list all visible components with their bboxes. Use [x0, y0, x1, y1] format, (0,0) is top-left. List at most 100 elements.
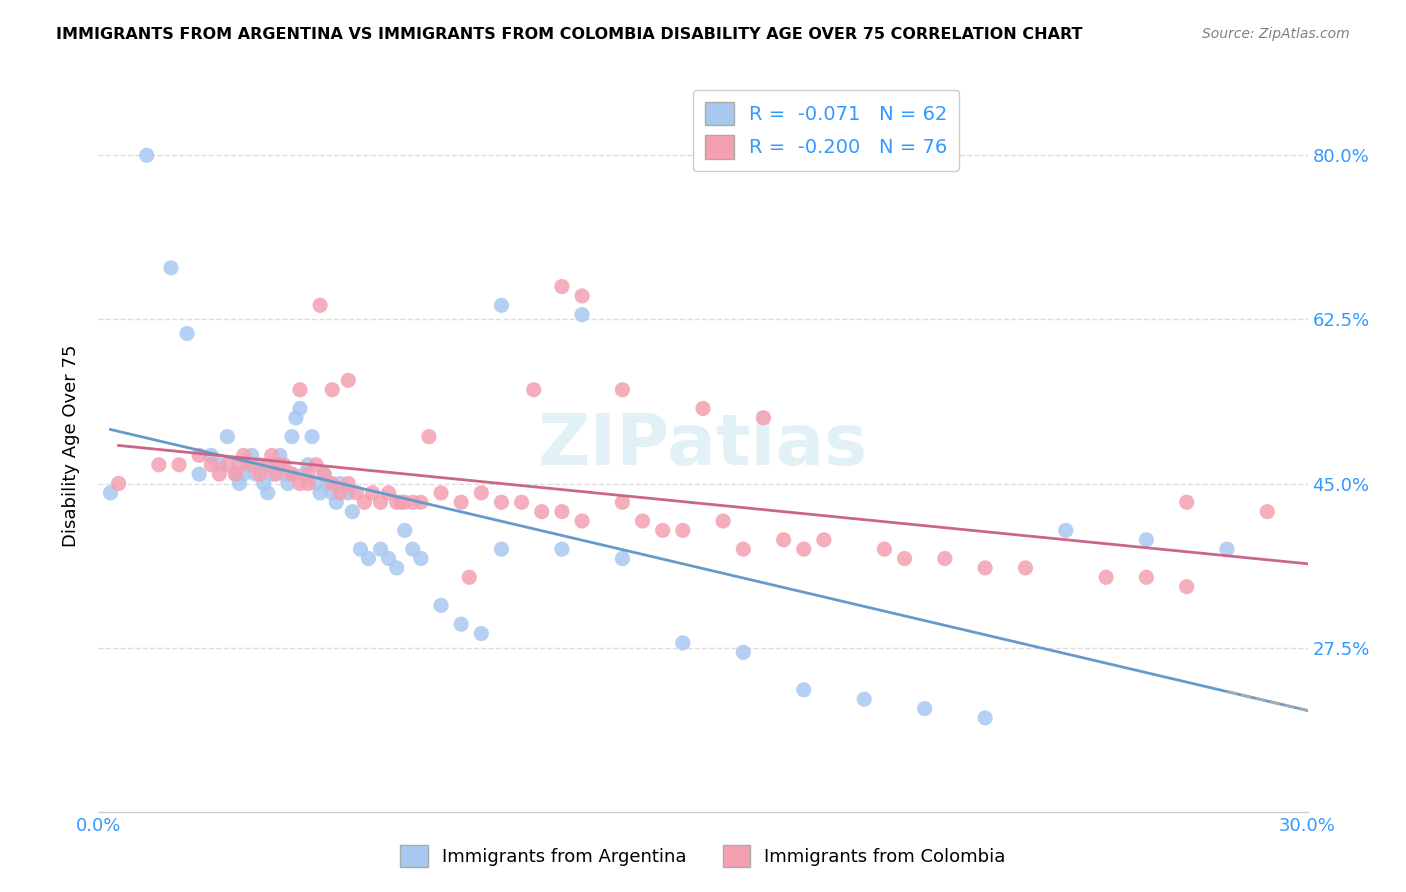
Point — [260, 467, 283, 482]
Point — [551, 279, 574, 293]
Point — [188, 467, 211, 482]
Point — [337, 476, 360, 491]
Point — [288, 401, 311, 416]
Point — [430, 599, 453, 613]
Point — [281, 467, 304, 482]
Point — [1054, 524, 1077, 538]
Point — [337, 373, 360, 387]
Point — [733, 645, 755, 659]
Point — [377, 486, 399, 500]
Point — [236, 458, 259, 472]
Point — [612, 383, 634, 397]
Point — [458, 570, 481, 584]
Point — [711, 514, 734, 528]
Point — [325, 495, 347, 509]
Point — [264, 458, 287, 472]
Point — [631, 514, 654, 528]
Point — [314, 467, 336, 482]
Point — [256, 458, 278, 472]
Point — [309, 298, 332, 312]
Point — [188, 449, 211, 463]
Point — [491, 298, 513, 312]
Point — [329, 476, 352, 491]
Point — [297, 458, 319, 472]
Point — [571, 514, 593, 528]
Point — [361, 486, 384, 500]
Point — [612, 495, 634, 509]
Point — [1095, 570, 1118, 584]
Text: IMMIGRANTS FROM ARGENTINA VS IMMIGRANTS FROM COLOMBIA DISABILITY AGE OVER 75 COR: IMMIGRANTS FROM ARGENTINA VS IMMIGRANTS … — [56, 27, 1083, 42]
Point — [224, 467, 246, 482]
Point — [309, 486, 332, 500]
Point — [249, 467, 271, 482]
Point — [316, 476, 339, 491]
Point — [934, 551, 956, 566]
Point — [873, 542, 896, 557]
Point — [418, 429, 440, 443]
Point — [1175, 495, 1198, 509]
Point — [813, 533, 835, 547]
Point — [288, 476, 311, 491]
Point — [389, 495, 412, 509]
Point — [1216, 542, 1239, 557]
Point — [402, 495, 425, 509]
Text: ZIPatlas: ZIPatlas — [538, 411, 868, 481]
Point — [342, 505, 364, 519]
Point — [752, 410, 775, 425]
Point — [523, 383, 546, 397]
Point — [208, 467, 231, 482]
Point — [370, 495, 392, 509]
Legend: Immigrants from Argentina, Immigrants from Colombia: Immigrants from Argentina, Immigrants fr… — [394, 838, 1012, 874]
Point — [651, 524, 673, 538]
Point — [793, 682, 815, 697]
Point — [733, 542, 755, 557]
Point — [551, 505, 574, 519]
Legend: R =  -0.071   N = 62, R =  -0.200   N = 76: R = -0.071 N = 62, R = -0.200 N = 76 — [693, 90, 959, 170]
Text: Source: ZipAtlas.com: Source: ZipAtlas.com — [1202, 27, 1350, 41]
Point — [370, 542, 392, 557]
Point — [893, 551, 915, 566]
Point — [329, 486, 352, 500]
Point — [269, 458, 291, 472]
Point — [232, 449, 254, 463]
Point — [1175, 580, 1198, 594]
Point — [394, 495, 416, 509]
Point — [692, 401, 714, 416]
Point — [450, 495, 472, 509]
Point — [530, 505, 553, 519]
Point — [135, 148, 157, 162]
Point — [1135, 533, 1157, 547]
Point — [409, 551, 432, 566]
Point — [200, 449, 222, 463]
Point — [240, 458, 263, 472]
Point — [228, 476, 250, 491]
Point — [337, 486, 360, 500]
Point — [217, 429, 239, 443]
Point — [269, 449, 291, 463]
Point — [305, 476, 328, 491]
Point — [321, 476, 343, 491]
Point — [510, 495, 533, 509]
Point — [1256, 505, 1278, 519]
Point — [914, 701, 936, 715]
Point — [273, 458, 295, 472]
Point — [277, 476, 299, 491]
Point — [450, 617, 472, 632]
Point — [100, 486, 122, 500]
Point — [349, 542, 371, 557]
Point — [672, 636, 695, 650]
Point — [394, 524, 416, 538]
Point — [305, 458, 328, 472]
Point — [430, 486, 453, 500]
Point — [772, 533, 794, 547]
Point — [264, 467, 287, 482]
Point — [357, 551, 380, 566]
Point — [224, 467, 246, 482]
Point — [470, 626, 492, 640]
Point — [1135, 570, 1157, 584]
Point — [1014, 561, 1036, 575]
Point — [974, 711, 997, 725]
Point — [491, 542, 513, 557]
Point — [571, 289, 593, 303]
Point — [217, 458, 239, 472]
